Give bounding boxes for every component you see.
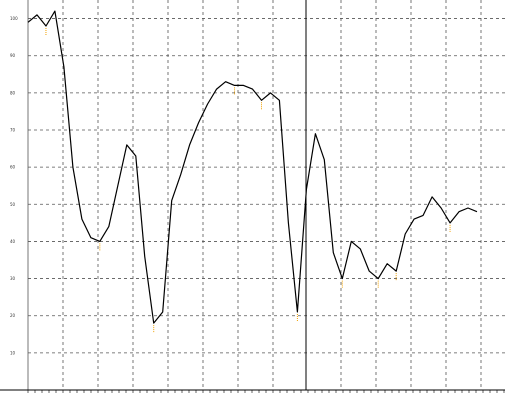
y-tick-label: 100 bbox=[10, 16, 18, 21]
y-tick-label: 50 bbox=[10, 202, 16, 207]
y-tick-label: 80 bbox=[10, 90, 16, 95]
y-tick-label: 10 bbox=[10, 350, 16, 355]
y-tick-labels: 10 20 30 40 50 60 70 80 90 100 bbox=[10, 16, 18, 355]
y-tick-label: 60 bbox=[10, 165, 16, 170]
series-line bbox=[27, 10, 478, 324]
series-layer bbox=[27, 10, 478, 334]
x-axis bbox=[0, 389, 505, 393]
y-tick-label: 40 bbox=[10, 239, 16, 244]
y-tick-label: 30 bbox=[10, 276, 16, 281]
y-tick-label: 90 bbox=[10, 53, 16, 58]
y-tick-label: 20 bbox=[10, 313, 16, 318]
gridlines bbox=[27, 0, 505, 390]
y-tick-label: 70 bbox=[10, 128, 16, 133]
